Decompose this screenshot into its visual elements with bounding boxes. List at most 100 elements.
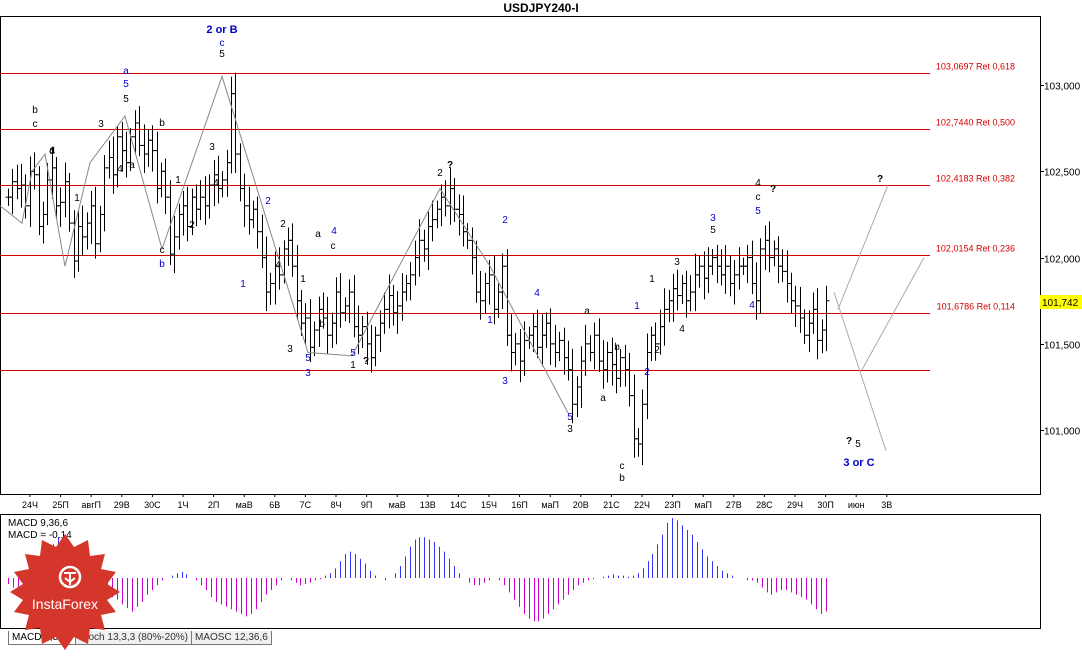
x-tick-label: 30П [817, 500, 833, 510]
x-tick-label: 2П [208, 500, 219, 510]
wave-label: 5 [219, 49, 225, 60]
wave-label: 3 [710, 213, 716, 224]
wave-label: 2 [644, 367, 650, 378]
wave-label: 2 [189, 220, 195, 231]
wave-label: 1 [350, 360, 356, 371]
wave-label: 5 [305, 353, 311, 364]
wave-label: 1 [300, 274, 306, 285]
x-tick-label: 30С [144, 500, 161, 510]
projection-line [833, 291, 887, 452]
logo-starburst [10, 534, 120, 650]
logo-circle [58, 565, 82, 589]
wave-label: b [159, 259, 165, 270]
wave-label: b [614, 342, 620, 353]
wave-label: 1 [487, 315, 493, 326]
x-tick-label: маП [694, 500, 712, 510]
logo-mark [64, 572, 76, 585]
y-tick-label: 101,000 [1044, 427, 1081, 438]
tab-maosc[interactable]: MAOSC 12,36,6 [190, 631, 272, 645]
wave-label: 2 [280, 219, 286, 230]
wave-label: d [49, 146, 55, 157]
x-tick-label: 25П [52, 500, 68, 510]
y-tick-label: 103,000 [1044, 82, 1081, 93]
wave-label: 3 [567, 424, 573, 435]
wave-label: 2 [502, 215, 508, 226]
wave-label: b [159, 118, 165, 129]
wave-label: a [49, 145, 55, 156]
retracement-label: 103,0697 Ret 0,618 [936, 62, 1015, 72]
wave-label: c [620, 461, 625, 472]
x-tick-label: 21С [603, 500, 620, 510]
wave-label: a [129, 160, 135, 171]
x-tick-label: 1Ч [177, 500, 188, 510]
retracement-label: 102,7440 Ret 0,500 [936, 118, 1015, 128]
wave-label: 4 [679, 324, 685, 335]
wave-label: 3 [287, 344, 293, 355]
wave-label: 1 [649, 274, 655, 285]
wave-label: ? [447, 160, 453, 171]
chart-title: USDJPY240-I [503, 1, 579, 15]
wave-label: 4 [331, 226, 337, 237]
instaforex-logo: InstaForex [10, 534, 120, 650]
x-tick-label: 3В [881, 500, 892, 510]
x-tick-label: авгП [81, 500, 101, 510]
wave-label: c [160, 245, 165, 256]
y-tick-label: 102,500 [1044, 168, 1081, 179]
wave-label: 3 or C [843, 457, 874, 469]
x-tick-label: 23П [664, 500, 680, 510]
wave-label: c [756, 192, 761, 203]
projection-line [837, 184, 889, 310]
wave-label: 2 [265, 196, 271, 207]
x-tick-label: маП [541, 500, 559, 510]
wave-label: 1 [634, 301, 640, 312]
x-tick-label: 7С [300, 500, 312, 510]
wave-label: b [319, 319, 325, 330]
y-tick-label: 102,000 [1044, 255, 1081, 266]
wave-label: c [331, 241, 336, 252]
retracement-label: 102,4183 Ret 0,382 [936, 174, 1015, 184]
wave-label: a [584, 306, 590, 317]
wave-label: 3 [305, 368, 311, 379]
wave-label: 4 [534, 288, 540, 299]
x-tick-label: 6В [269, 500, 280, 510]
wave-label: 3 [502, 376, 508, 387]
wave-label: 4 [755, 178, 761, 189]
wave-label: 5 [567, 412, 573, 423]
macd-value-label: MACD = -0.14 [8, 530, 72, 541]
wave-label: 1 [240, 279, 246, 290]
x-tick-label: 27В [726, 500, 742, 510]
wave-label: 3 [98, 119, 104, 130]
current-price-box [1040, 295, 1082, 309]
wave-label: 5 [710, 225, 716, 236]
wave-label: b [32, 105, 38, 116]
wave-label: 5 [350, 348, 356, 359]
wave-label: 3 [674, 257, 680, 268]
x-tick-label: 13В [420, 500, 436, 510]
wave-label: c [33, 119, 38, 130]
wave-label: c [220, 38, 225, 49]
wave-label: 5 [855, 439, 861, 450]
x-tick-label: 22Ч [634, 500, 650, 510]
wave-label: 4 [275, 260, 281, 271]
x-tick-label: 20В [573, 500, 589, 510]
wave-label: 1 [74, 193, 80, 204]
x-tick-label: маВ [236, 500, 253, 510]
retracement-label: 102,0154 Ret 0,236 [936, 244, 1015, 254]
macd-pane-frame [0, 514, 1041, 629]
x-tick-label: июн [848, 500, 865, 510]
wave-label: 1 [175, 175, 181, 186]
wave-count-line [0, 74, 569, 414]
wave-label: 4 [117, 164, 123, 175]
y-tick-label: 101,500 [1044, 341, 1081, 352]
macd-label: MACD 9,36,6 [8, 518, 68, 529]
wave-label: 5 [123, 79, 129, 90]
wave-label: 4 [749, 300, 755, 311]
wave-label: 4 [213, 178, 219, 189]
x-tick-label: 15Ч [481, 500, 497, 510]
wave-label: b [619, 473, 625, 484]
x-tick-label: 29В [114, 500, 130, 510]
wave-label: ? [770, 184, 776, 195]
wave-label: 5 [123, 94, 129, 105]
